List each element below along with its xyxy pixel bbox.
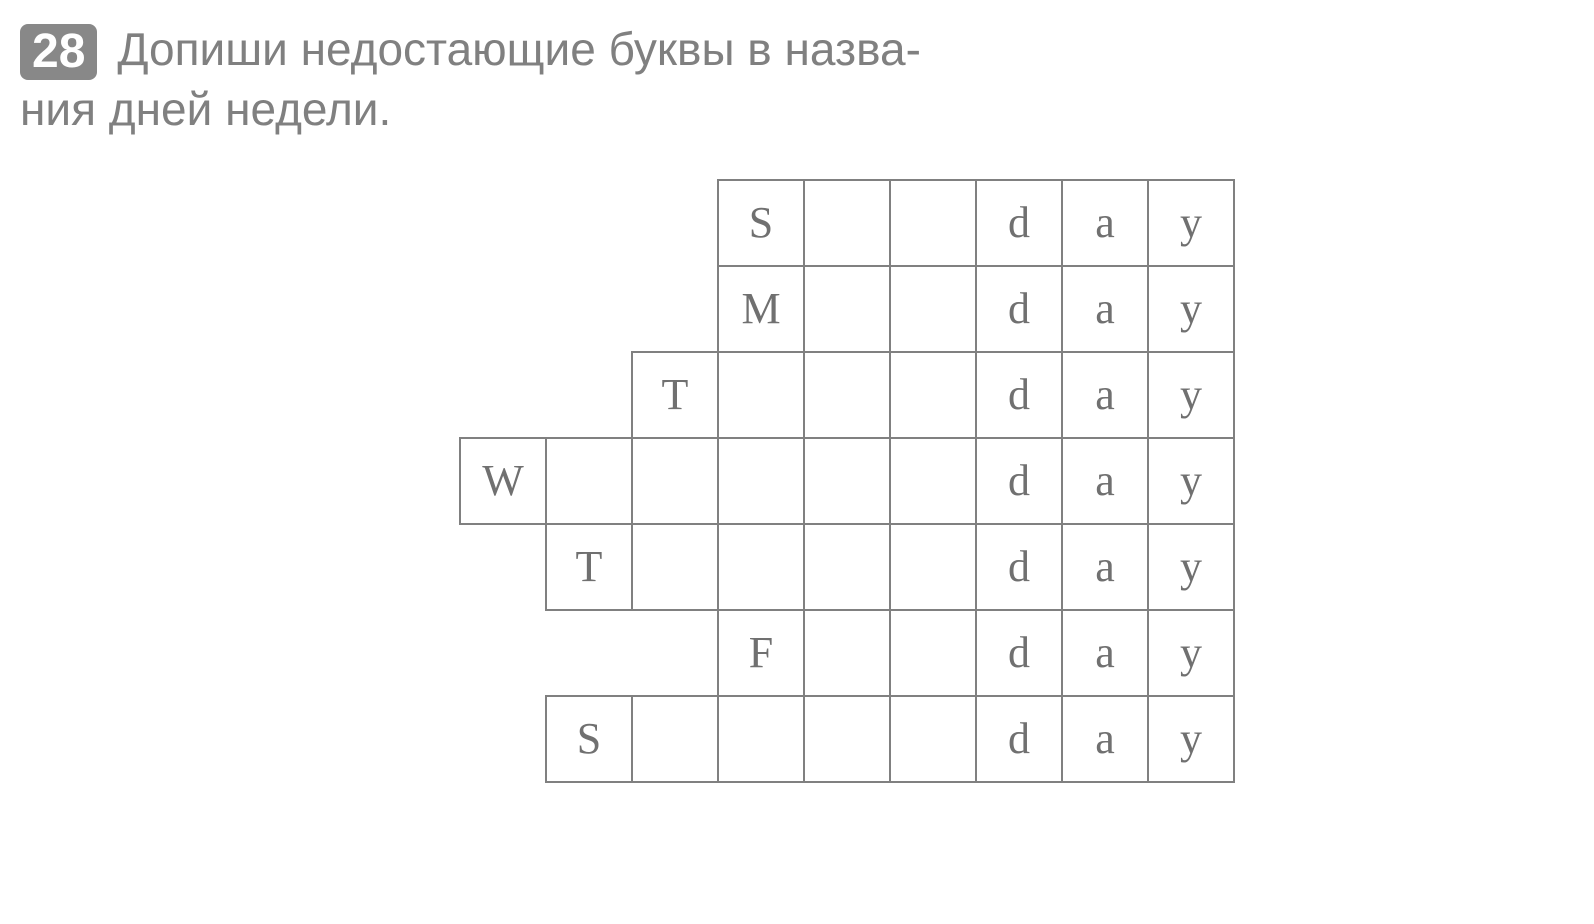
grid-cell [717,351,805,439]
grid-cell: d [975,437,1063,525]
grid-cell [889,523,977,611]
grid-cell-hidden [631,609,719,697]
grid-cell: y [1147,179,1235,267]
grid-cell: a [1061,695,1149,783]
grid-cell: a [1061,351,1149,439]
exercise-number-badge: 28 [20,24,97,80]
grid-cell-hidden [545,609,633,697]
grid-cell [803,179,891,267]
exercise-instruction-line2: ния дней недели. [20,80,1574,140]
grid-cell: d [975,179,1063,267]
grid-cell: y [1147,265,1235,353]
grid-cell: a [1061,437,1149,525]
grid-cell [717,437,805,525]
grid-cell-hidden [459,179,547,267]
grid-cell [889,351,977,439]
grid-cell [631,695,719,783]
grid-cell [889,437,977,525]
grid-cell: W [459,437,547,525]
grid-cell [803,609,891,697]
grid-cell [889,265,977,353]
grid-cell: d [975,351,1063,439]
grid-cell: y [1147,609,1235,697]
grid-cell [803,437,891,525]
grid-cell-hidden [545,265,633,353]
grid-cell [803,265,891,353]
grid-cell: a [1061,609,1149,697]
grid-cell-hidden [545,351,633,439]
grid-container: SdayMdayTdayWdayTdayFdaySday [20,180,1574,782]
grid-cell: a [1061,179,1149,267]
grid-cell: T [631,351,719,439]
grid-cell: F [717,609,805,697]
grid-cell: y [1147,437,1235,525]
grid-cell: T [545,523,633,611]
grid-cell: d [975,523,1063,611]
grid-cell: a [1061,523,1149,611]
grid-cell [545,437,633,525]
grid-cell: d [975,609,1063,697]
grid-cell [889,609,977,697]
grid-cell [803,523,891,611]
grid-cell [803,695,891,783]
grid-cell-hidden [459,609,547,697]
grid-cell-hidden [631,179,719,267]
exercise-header: 28 Допиши недостающие буквы в назва- [20,20,1574,80]
grid-cell [631,523,719,611]
grid-cell [803,351,891,439]
grid-cell [717,523,805,611]
grid-cell [631,437,719,525]
days-grid: SdayMdayTdayWdayTdayFdaySday [460,180,1234,782]
grid-cell: y [1147,523,1235,611]
grid-cell: S [717,179,805,267]
grid-cell-hidden [545,179,633,267]
grid-cell: M [717,265,805,353]
grid-cell-hidden [459,523,547,611]
grid-cell-hidden [459,351,547,439]
grid-cell-hidden [631,265,719,353]
grid-cell: y [1147,351,1235,439]
grid-cell [889,695,977,783]
grid-cell: S [545,695,633,783]
grid-cell [717,695,805,783]
grid-cell-hidden [459,265,547,353]
grid-cell: a [1061,265,1149,353]
grid-cell: d [975,265,1063,353]
grid-cell [889,179,977,267]
exercise-instruction-line1: Допиши недостающие буквы в назва- [117,20,921,80]
grid-cell: y [1147,695,1235,783]
grid-cell-hidden [459,695,547,783]
grid-cell: d [975,695,1063,783]
